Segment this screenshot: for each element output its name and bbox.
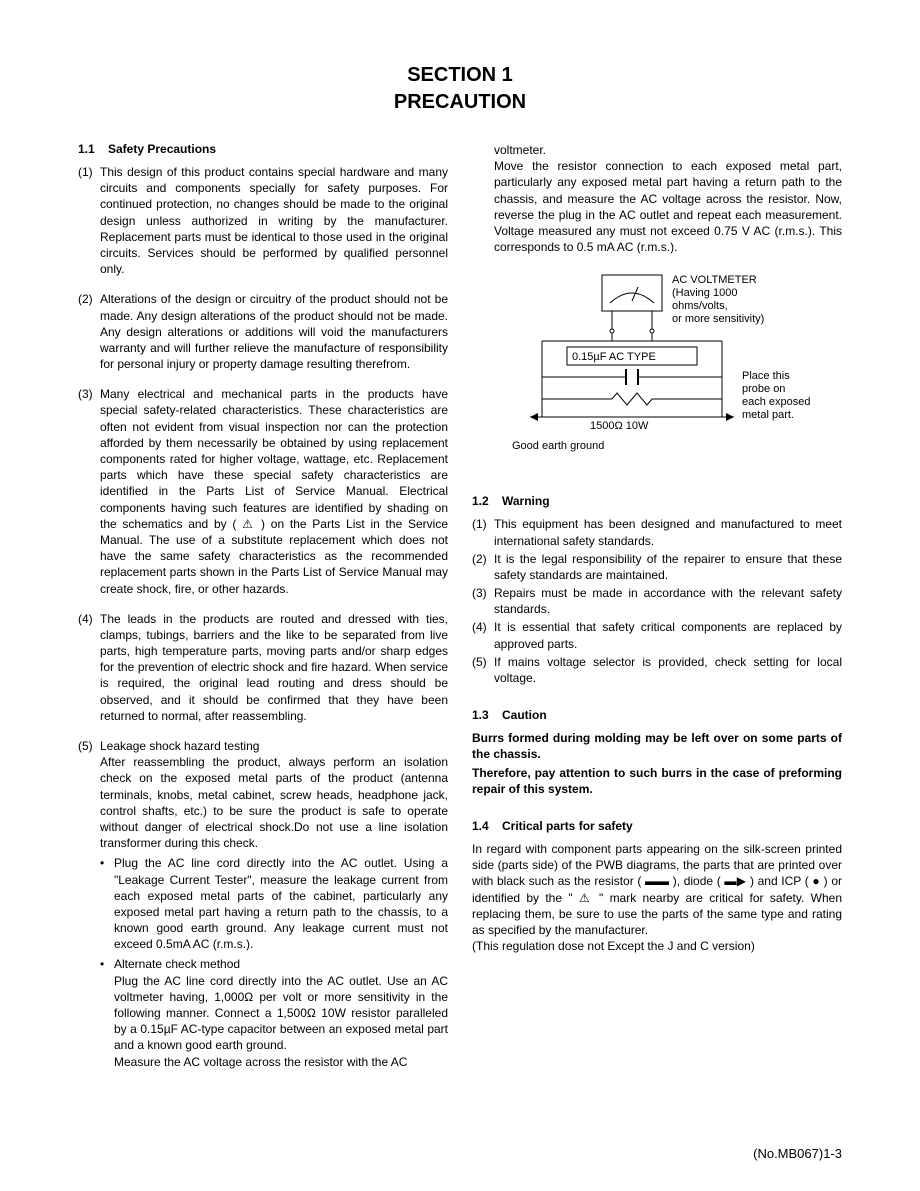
item-1-2-5: (5) If mains voltage selector is provide… <box>472 654 842 686</box>
resistor-label: 1500Ω 10W <box>590 420 649 432</box>
cap-label: 0.15µF AC TYPE <box>572 351 656 363</box>
item-1-2-4: (4) It is essential that safety critical… <box>472 619 842 651</box>
right-column: voltmeter. Move the resistor connection … <box>472 142 842 1074</box>
item-1-1-1: (1) This design of this product contains… <box>78 164 448 277</box>
leakage-test-diagram: AC VOLTMETER (Having 1000 ohms/volts, or… <box>472 269 842 472</box>
item-1-2-1: (1) This equipment has been designed and… <box>472 516 842 548</box>
critical-parts-para: In regard with component parts appearing… <box>472 841 842 954</box>
left-column: 1.1Safety Precautions (1) This design of… <box>78 142 448 1074</box>
item-1-2-2: (2) It is the legal responsibility of th… <box>472 551 842 583</box>
heading-1-1: 1.1Safety Precautions <box>78 142 448 156</box>
heading-1-2: 1.2Warning <box>472 494 842 508</box>
continuation-para: voltmeter. Move the resistor connection … <box>472 142 842 255</box>
heading-1-4: 1.4Critical parts for safety <box>472 819 842 833</box>
item-1-1-5: (5) Leakage shock hazard testing After r… <box>78 738 448 1070</box>
item-1-2-3: (3) Repairs must be made in accordance w… <box>472 585 842 617</box>
probe-label: Place this probe on each exposed metal p… <box>742 370 814 421</box>
sub-bullet-1: • Plug the AC line cord directly into th… <box>100 855 448 952</box>
page-footer: (No.MB067)1-3 <box>753 1146 842 1161</box>
item-1-1-2: (2) Alterations of the design or circuit… <box>78 291 448 372</box>
item-1-1-3: (3) Many electrical and mechanical parts… <box>78 386 448 596</box>
section-title: PRECAUTION <box>78 91 842 114</box>
sub-bullet-2: • Alternate check method Plug the AC lin… <box>100 956 448 1069</box>
heading-1-3: 1.3Caution <box>472 708 842 722</box>
section-number: SECTION 1 <box>78 64 842 87</box>
caution-para-1: Burrs formed during molding may be left … <box>472 730 842 762</box>
ground-label: Good earth ground <box>512 440 604 452</box>
voltmeter-label: AC VOLTMETER (Having 1000 ohms/volts, or… <box>672 274 764 325</box>
item-1-1-4: (4) The leads in the products are routed… <box>78 611 448 724</box>
caution-para-2: Therefore, pay attention to such burrs i… <box>472 765 842 797</box>
